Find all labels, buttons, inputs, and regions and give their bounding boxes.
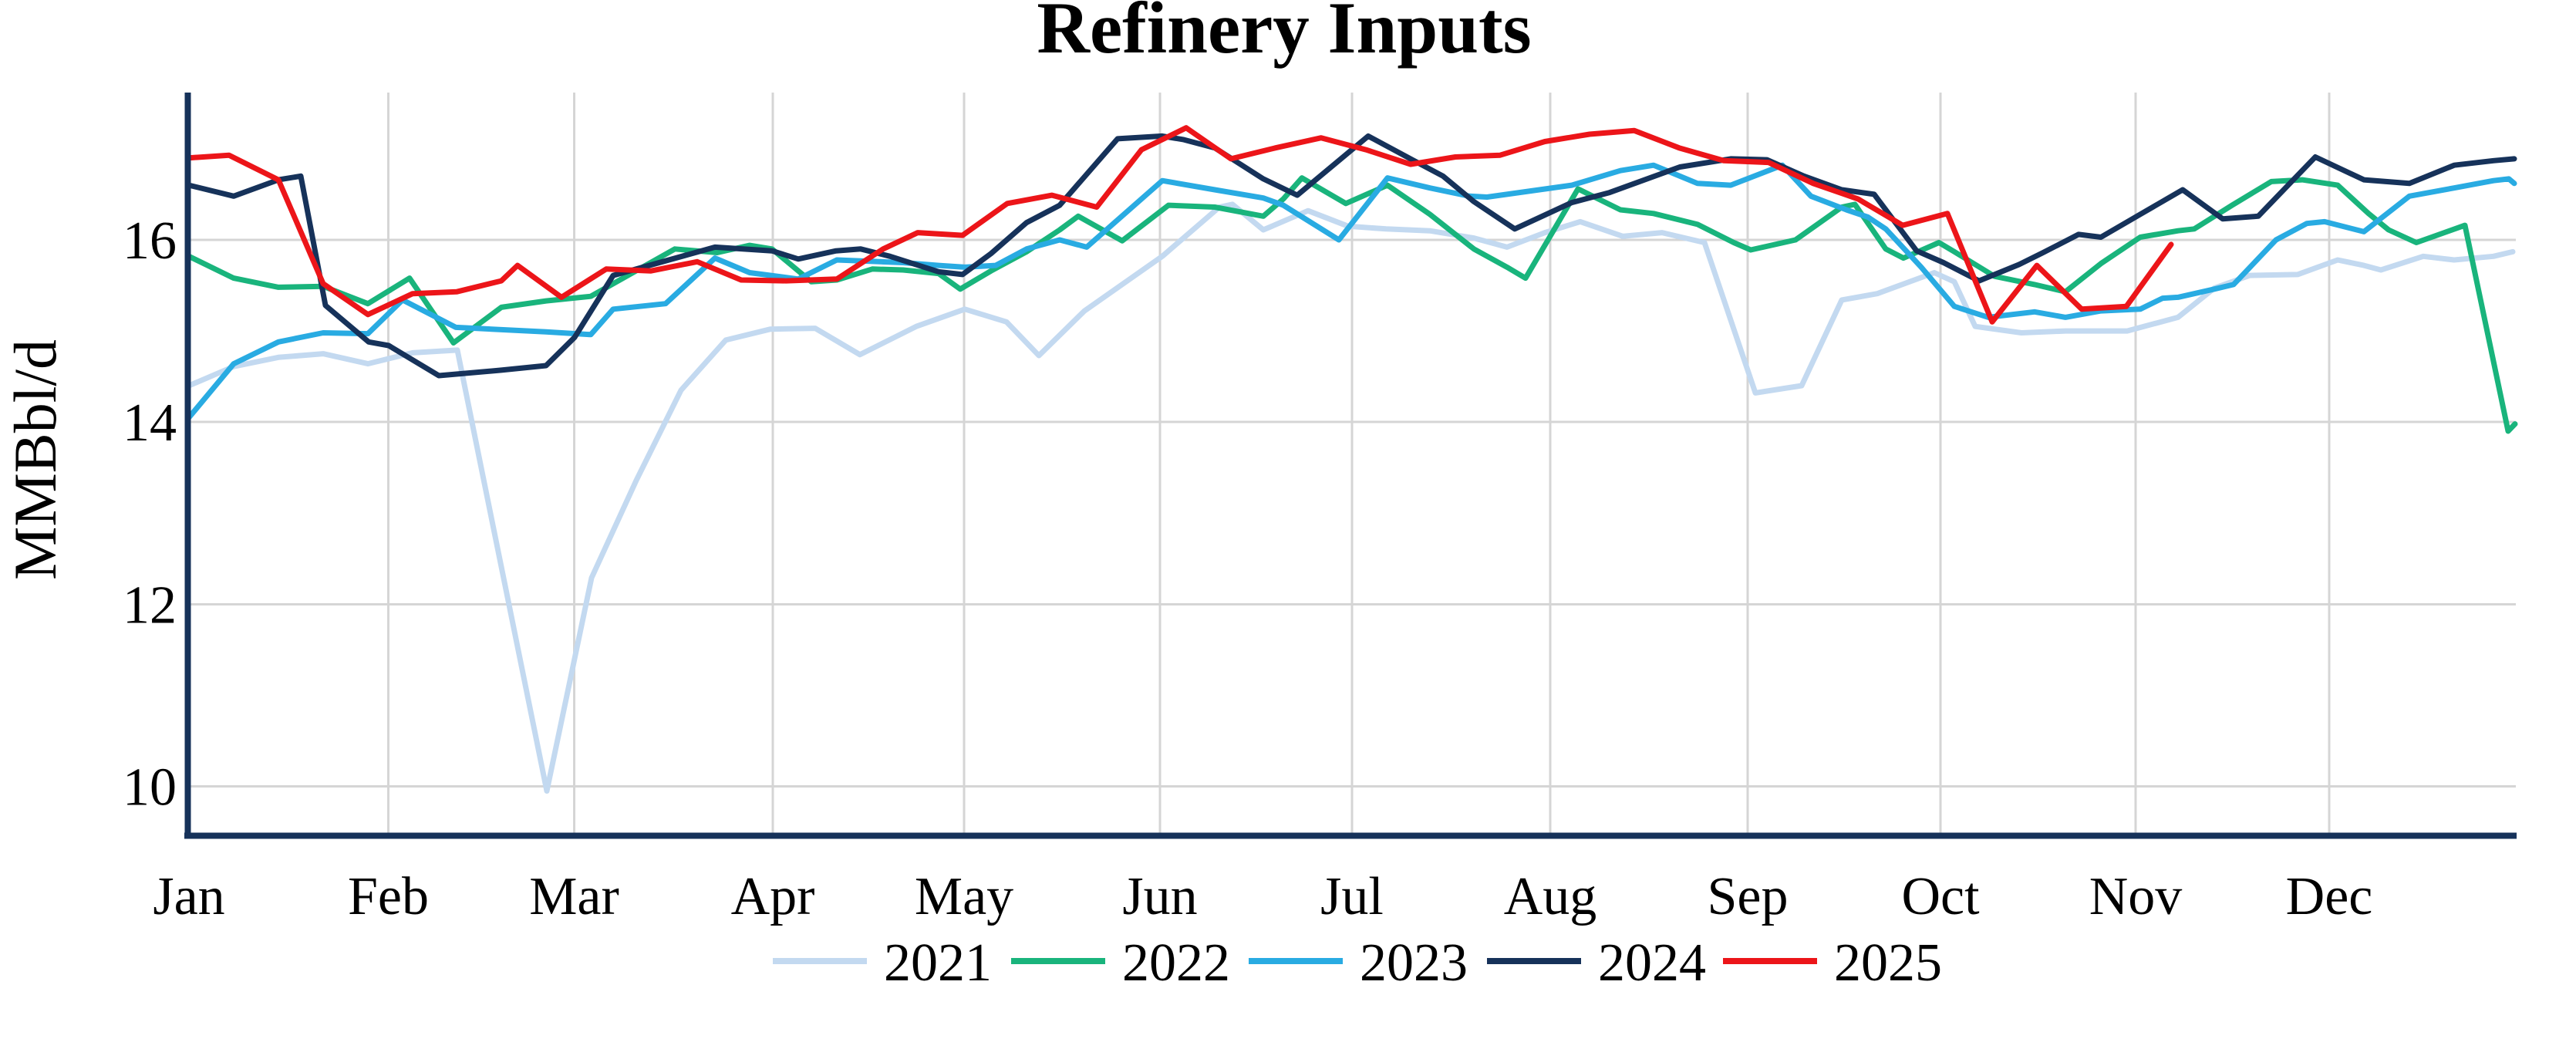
svg-text:Jun: Jun [1122,867,1197,926]
svg-text:Jul: Jul [1320,867,1384,926]
svg-text:12: 12 [123,576,177,636]
svg-text:2024: 2024 [1598,933,1706,993]
svg-text:MMBbl/d: MMBbl/d [2,339,69,580]
svg-text:Dec: Dec [2286,867,2373,926]
svg-text:Aug: Aug [1504,867,1597,926]
svg-text:Apr: Apr [731,867,815,926]
svg-text:2022: 2022 [1122,933,1230,993]
svg-text:10: 10 [123,758,177,818]
svg-text:2021: 2021 [884,933,992,993]
svg-text:Mar: Mar [529,867,619,926]
svg-text:Oct: Oct [1901,867,1980,926]
svg-text:Feb: Feb [348,867,429,926]
svg-text:Jan: Jan [153,867,224,926]
svg-text:Sep: Sep [1708,867,1789,926]
svg-text:Nov: Nov [2089,867,2183,926]
svg-text:2023: 2023 [1360,933,1468,993]
svg-text:May: May [915,867,1013,926]
svg-text:14: 14 [123,393,177,453]
svg-text:16: 16 [123,211,177,271]
svg-text:2025: 2025 [1834,933,1942,993]
svg-text:Refinery Inputs: Refinery Inputs [1037,0,1531,69]
